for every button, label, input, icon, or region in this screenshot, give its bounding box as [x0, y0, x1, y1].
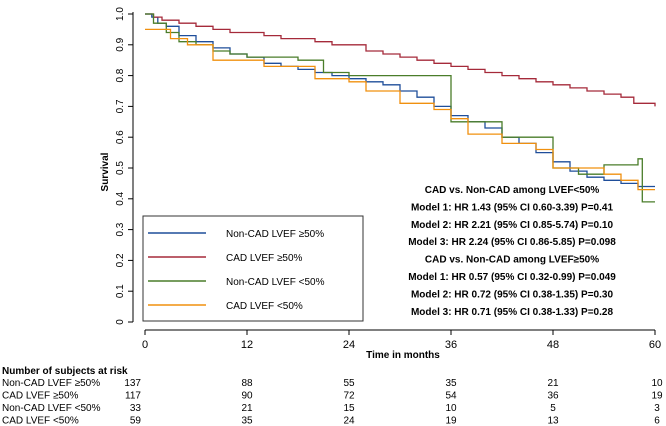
- x-tick-label: 48: [547, 339, 559, 351]
- annotation-group: CAD vs. Non-CAD among LVEF<50% Model 1: H…: [408, 185, 616, 318]
- hr-annotation-line: Model 2: HR 2.21 (95% CI 0.85-5.74) P=0.…: [411, 220, 613, 231]
- risk-value: 137: [124, 378, 141, 389]
- series-line-4: [145, 28, 655, 191]
- risk-value: 21: [547, 378, 559, 389]
- y-tick-label: 0.9: [115, 37, 126, 51]
- y-tick-label: 0.5: [115, 161, 126, 175]
- risk-row-label: CAD LVEF <50%: [2, 416, 79, 426]
- x-tick-label: 12: [241, 339, 253, 351]
- series-line-1: [145, 13, 655, 188]
- series-group: [145, 13, 656, 203]
- risk-value: 10: [651, 378, 663, 389]
- risk-table-title: Number of subjects at risk: [2, 366, 128, 377]
- risk-value: 33: [130, 403, 142, 414]
- y-tick-label: 0.1: [115, 284, 126, 298]
- risk-value: 117: [125, 391, 141, 402]
- x-tick-label: 24: [343, 339, 355, 351]
- axes-group: 0 0.1 0.2 0.3 0.4 0.5 0.6 0.7 0.8 0.9 1.0 0 12 24 36 48…: [100, 7, 661, 361]
- risk-value: 6: [654, 416, 660, 426]
- risk-value: 10: [445, 403, 457, 414]
- legend-label: Non-CAD LVEF <50%: [226, 277, 325, 288]
- risk-value: 35: [445, 378, 457, 389]
- y-tick-label: 0.2: [115, 253, 126, 267]
- legend-label: CAD LVEF ≥50%: [226, 253, 303, 264]
- legend-label: CAD LVEF <50%: [226, 301, 303, 312]
- y-tick-label: 0.6: [115, 130, 126, 144]
- risk-value: 15: [343, 403, 355, 414]
- hr-annotation-line: Model 1: HR 0.57 (95% CI 0.32-0.99) P=0.…: [408, 272, 616, 283]
- y-tick-label: 0.7: [115, 99, 126, 113]
- risk-value: 36: [547, 391, 559, 402]
- hr-annotation-line: Model 1: HR 1.43 (95% CI 0.60-3.39) P=0.…: [411, 202, 613, 213]
- x-tick-label: 60: [649, 339, 661, 351]
- x-tick-label: 0: [142, 339, 148, 351]
- series-line-2: [145, 13, 656, 107]
- legend-label: Non-CAD LVEF ≥50%: [226, 229, 324, 240]
- y-tick-label: 0: [115, 319, 126, 325]
- risk-value: 54: [445, 391, 457, 402]
- risk-value: 35: [241, 416, 253, 426]
- risk-value: 72: [343, 391, 355, 402]
- x-axis-label: Time in months: [366, 350, 440, 361]
- risk-row-label: Non-CAD LVEF <50%: [2, 403, 101, 414]
- hr-annotation-line: CAD vs. Non-CAD among LVEF≥50%: [425, 255, 599, 266]
- risk-row-label: CAD LVEF ≥50%: [2, 391, 79, 402]
- y-tick-label: 0.4: [115, 191, 126, 205]
- risk-value: 19: [445, 416, 457, 426]
- hr-annotation-line: Model 2: HR 0.72 (95% CI 0.38-1.35) P=0.…: [411, 289, 613, 300]
- y-tick-label: 0.8: [115, 68, 126, 82]
- legend: Non-CAD LVEF ≥50% CAD LVEF ≥50% Non-CAD LV…: [142, 215, 364, 322]
- y-tick-label: 1.0: [115, 7, 126, 21]
- risk-row-label: Non-CAD LVEF ≥50%: [2, 378, 100, 389]
- risk-value: 3: [654, 403, 660, 414]
- y-tick-label: 0.3: [115, 222, 126, 236]
- hr-annotation-line: Model 3: HR 2.24 (95% CI 0.86-5.85) P=0.…: [408, 237, 616, 248]
- risk-value: 24: [343, 416, 355, 426]
- hr-annotation-line: Model 3: HR 0.71 (95% CI 0.38-1.33) P=0.…: [411, 307, 613, 318]
- risk-value: 21: [241, 403, 253, 414]
- y-axis-label: Survival: [100, 152, 111, 191]
- risk-value: 5: [550, 403, 556, 414]
- risk-value: 19: [651, 391, 663, 402]
- hr-annotation-line: CAD vs. Non-CAD among LVEF<50%: [425, 185, 600, 196]
- risk-value: 13: [547, 416, 559, 426]
- risk-value: 59: [130, 416, 142, 426]
- risk-value: 55: [343, 378, 355, 389]
- risk-value: 88: [241, 378, 253, 389]
- risk-value: 90: [241, 391, 253, 402]
- x-tick-label: 36: [445, 339, 457, 351]
